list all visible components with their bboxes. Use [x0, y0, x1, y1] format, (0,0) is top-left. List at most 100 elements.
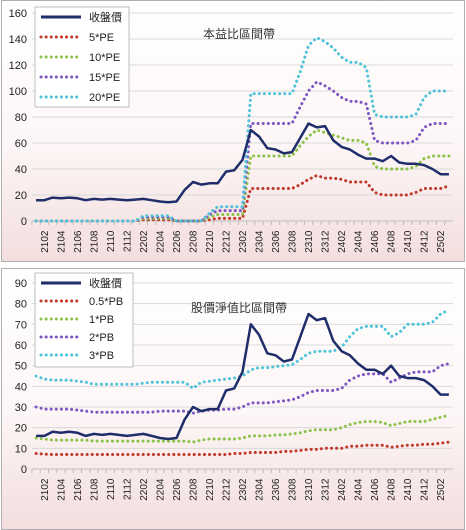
x-tick-label: 2406 [370, 230, 381, 253]
legend-label: 收盤價 [89, 10, 122, 24]
y-tick-label: 100 [9, 86, 27, 98]
x-tick-label: 2108 [89, 478, 100, 501]
legend-label: 1*PB [89, 314, 114, 326]
x-tick-label: 2308 [288, 478, 299, 501]
chart-title: 本益比區間帶 [203, 27, 275, 41]
x-tick-label: 2502 [436, 478, 447, 501]
series-line-1 [34, 174, 451, 223]
x-tick-label: 2404 [354, 478, 365, 501]
legend-label: 0.5*PB [89, 296, 123, 308]
pb-band-chart: 0 10 20 30 40 50 60 70 80 90 2102 2104 2106 2108 2110… [1, 268, 465, 530]
x-tick-label: 2302 [238, 478, 249, 501]
legend-label: 2*PB [89, 332, 114, 344]
x-tick-label: 2204 [155, 230, 166, 253]
legend-label: 收盤價 [89, 276, 122, 290]
y-tick-label: 40 [15, 164, 27, 176]
series-line-0 [36, 122, 449, 204]
x-axis-ticks: 2102 2104 2106 2108 2110 2112 2202 2204 2206 2208… [31, 469, 447, 501]
x-tick-label: 2102 [40, 230, 51, 253]
x-tick-label: 2404 [354, 230, 365, 253]
legend-label: 20*PE [89, 92, 120, 104]
y-tick-label: 80 [15, 112, 27, 124]
x-tick-label: 2110 [106, 230, 117, 252]
x-tick-label: 2408 [387, 230, 398, 253]
y-tick-label: 30 [15, 402, 27, 414]
x-tick-label: 2208 [188, 230, 199, 253]
x-tick-label: 2310 [304, 230, 315, 253]
pe-band-chart: 0 20 40 60 80 100 120 140 160 2102 2104 2106 2108 21… [1, 0, 465, 262]
x-tick-label: 2210 [205, 478, 216, 501]
x-tick-label: 2304 [255, 478, 266, 501]
y-tick-label: 60 [15, 340, 27, 352]
y-tick-label: 0 [21, 464, 27, 476]
x-tick-label: 2304 [255, 230, 266, 253]
y-tick-label: 90 [15, 278, 27, 290]
x-tick-label: 2310 [304, 478, 315, 501]
x-tick-label: 2502 [436, 230, 447, 253]
x-tick-label: 2412 [420, 478, 431, 501]
x-axis-ticks: 2102 2104 2106 2108 2110 2112 2202 2204 2206 2208… [31, 221, 447, 253]
y-tick-label: 40 [15, 381, 27, 393]
y-tick-label: 20 [15, 423, 27, 435]
chart-legend: 收盤價 5*PE 10*PE 15*PE 20*PE [34, 6, 130, 108]
legend-label: 10*PE [89, 52, 120, 64]
x-tick-label: 2402 [337, 230, 348, 253]
series-lines [34, 36, 451, 223]
y-tick-label: 140 [9, 34, 27, 46]
x-tick-label: 2402 [337, 478, 348, 501]
x-tick-label: 2112 [122, 478, 133, 500]
y-tick-label: 10 [15, 443, 27, 455]
y-tick-label: 120 [9, 60, 27, 72]
x-tick-label: 2212 [221, 478, 232, 501]
x-tick-label: 2312 [321, 478, 332, 501]
x-tick-label: 2204 [155, 478, 166, 501]
y-axis-ticks: 0 20 40 60 80 100 120 140 160 [9, 8, 27, 228]
x-tick-label: 2104 [56, 478, 67, 501]
series-line-2 [34, 128, 451, 223]
x-tick-label: 2208 [188, 478, 199, 501]
x-tick-label: 2302 [238, 230, 249, 253]
x-tick-label: 2206 [172, 478, 183, 501]
series-line-4 [34, 36, 451, 223]
series-line-2 [34, 413, 451, 444]
x-tick-label: 2406 [370, 478, 381, 501]
x-tick-label: 2308 [288, 230, 299, 253]
x-tick-label: 2206 [172, 230, 183, 253]
legend-label: 15*PE [89, 72, 120, 84]
x-tick-label: 2306 [271, 230, 282, 253]
y-tick-label: 0 [21, 216, 27, 228]
x-tick-label: 2312 [321, 230, 332, 253]
y-tick-label: 80 [15, 299, 27, 311]
x-tick-label: 2104 [56, 230, 67, 253]
x-tick-label: 2412 [420, 230, 431, 253]
x-tick-label: 2410 [403, 478, 414, 501]
x-tick-label: 2408 [387, 478, 398, 501]
pb-band-chart-svg: 0 10 20 30 40 50 60 70 80 90 2102 2104 2106 2108 2110… [2, 269, 464, 529]
y-tick-label: 160 [9, 8, 27, 20]
y-tick-label: 60 [15, 138, 27, 150]
x-tick-label: 2102 [40, 478, 51, 501]
x-tick-label: 2212 [221, 230, 232, 253]
x-tick-label: 2202 [139, 230, 150, 253]
x-tick-label: 2202 [139, 478, 150, 501]
series-lines [34, 308, 451, 456]
x-tick-label: 2110 [106, 478, 117, 500]
chart-legend: 收盤價 0.5*PB 1*PB 2*PB 3*PB [34, 272, 134, 368]
chart-title: 股價淨值比區間帶 [191, 300, 287, 315]
x-tick-label: 2106 [73, 230, 84, 253]
y-tick-label: 70 [15, 319, 27, 331]
series-line-0 [36, 312, 449, 441]
y-tick-label: 20 [15, 190, 27, 202]
x-tick-label: 2108 [89, 230, 100, 253]
x-tick-label: 2210 [205, 230, 216, 253]
y-tick-label: 50 [15, 361, 27, 373]
legend-label: 5*PE [89, 32, 114, 44]
legend-label: 3*PB [89, 350, 114, 362]
x-tick-label: 2410 [403, 230, 414, 253]
x-tick-label: 2306 [271, 478, 282, 501]
y-axis-ticks: 0 10 20 30 40 50 60 70 80 90 [15, 278, 27, 476]
x-tick-label: 2112 [122, 230, 133, 252]
series-line-4 [34, 308, 451, 390]
x-tick-label: 2106 [73, 478, 84, 501]
